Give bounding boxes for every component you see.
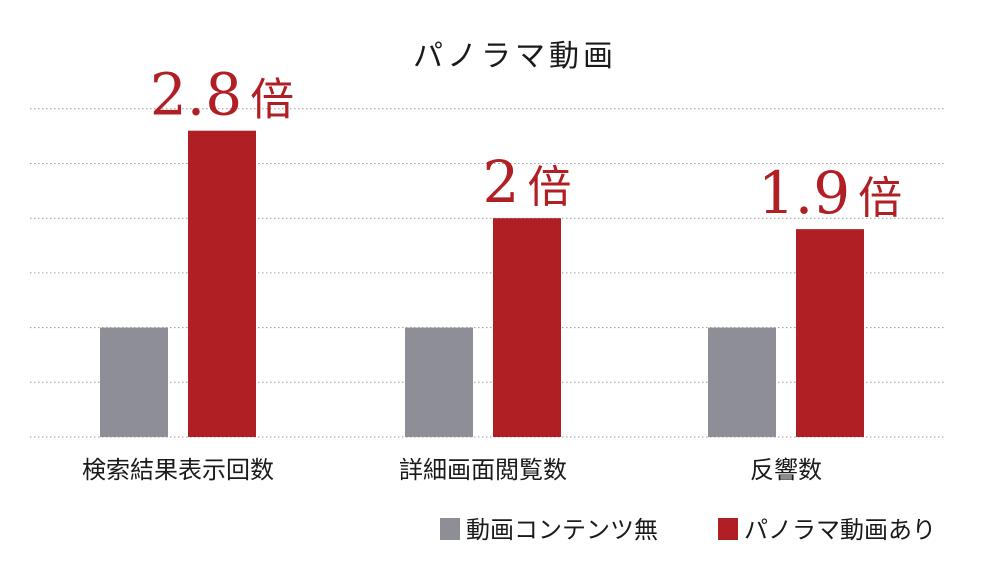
bar-without-video-0: [100, 327, 168, 437]
legend: 動画コンテンツ無 パノラマ動画あり: [440, 516, 936, 544]
category-label: 詳細画面閲覧数: [399, 456, 567, 484]
legend-item-without-video: 動画コンテンツ無: [440, 516, 658, 544]
bar-without-video-1: [405, 327, 473, 437]
bar-with-panorama-2: [796, 229, 864, 437]
multiplier-number: 2: [483, 148, 520, 216]
category-label: 検索結果表示回数: [82, 456, 274, 484]
multiplier-number: 1.9: [758, 159, 850, 227]
bar-with-panorama-1: [493, 218, 561, 437]
bars: [100, 130, 864, 437]
category-label: 反響数: [750, 456, 822, 484]
multiplier-label: 2.8 倍: [150, 61, 294, 129]
grid-lines: [30, 108, 945, 438]
multiplier-label: 1.9 倍: [758, 159, 902, 227]
chart-title: パノラマ動画: [413, 39, 617, 74]
legend-swatch: [718, 518, 738, 540]
bar-annotations: 2.8 倍2 倍 1.9 倍: [150, 61, 902, 227]
legend-item-with-panorama: パノラマ動画あり: [718, 516, 936, 544]
legend-label: パノラマ動画あり: [744, 516, 936, 544]
multiplier-number: 2.8: [150, 61, 242, 129]
multiplier-unit: 倍: [527, 162, 571, 213]
legend-label: 動画コンテンツ無: [466, 516, 658, 544]
legend-swatch: [440, 518, 460, 540]
bar-with-panorama-0: [188, 130, 256, 437]
multiplier-unit: 倍: [250, 75, 294, 126]
multiplier-unit: 倍: [858, 173, 902, 224]
bar-without-video-2: [708, 327, 776, 437]
category-labels: 検索結果表示回数 詳細画面閲覧数 反響数: [82, 456, 822, 484]
